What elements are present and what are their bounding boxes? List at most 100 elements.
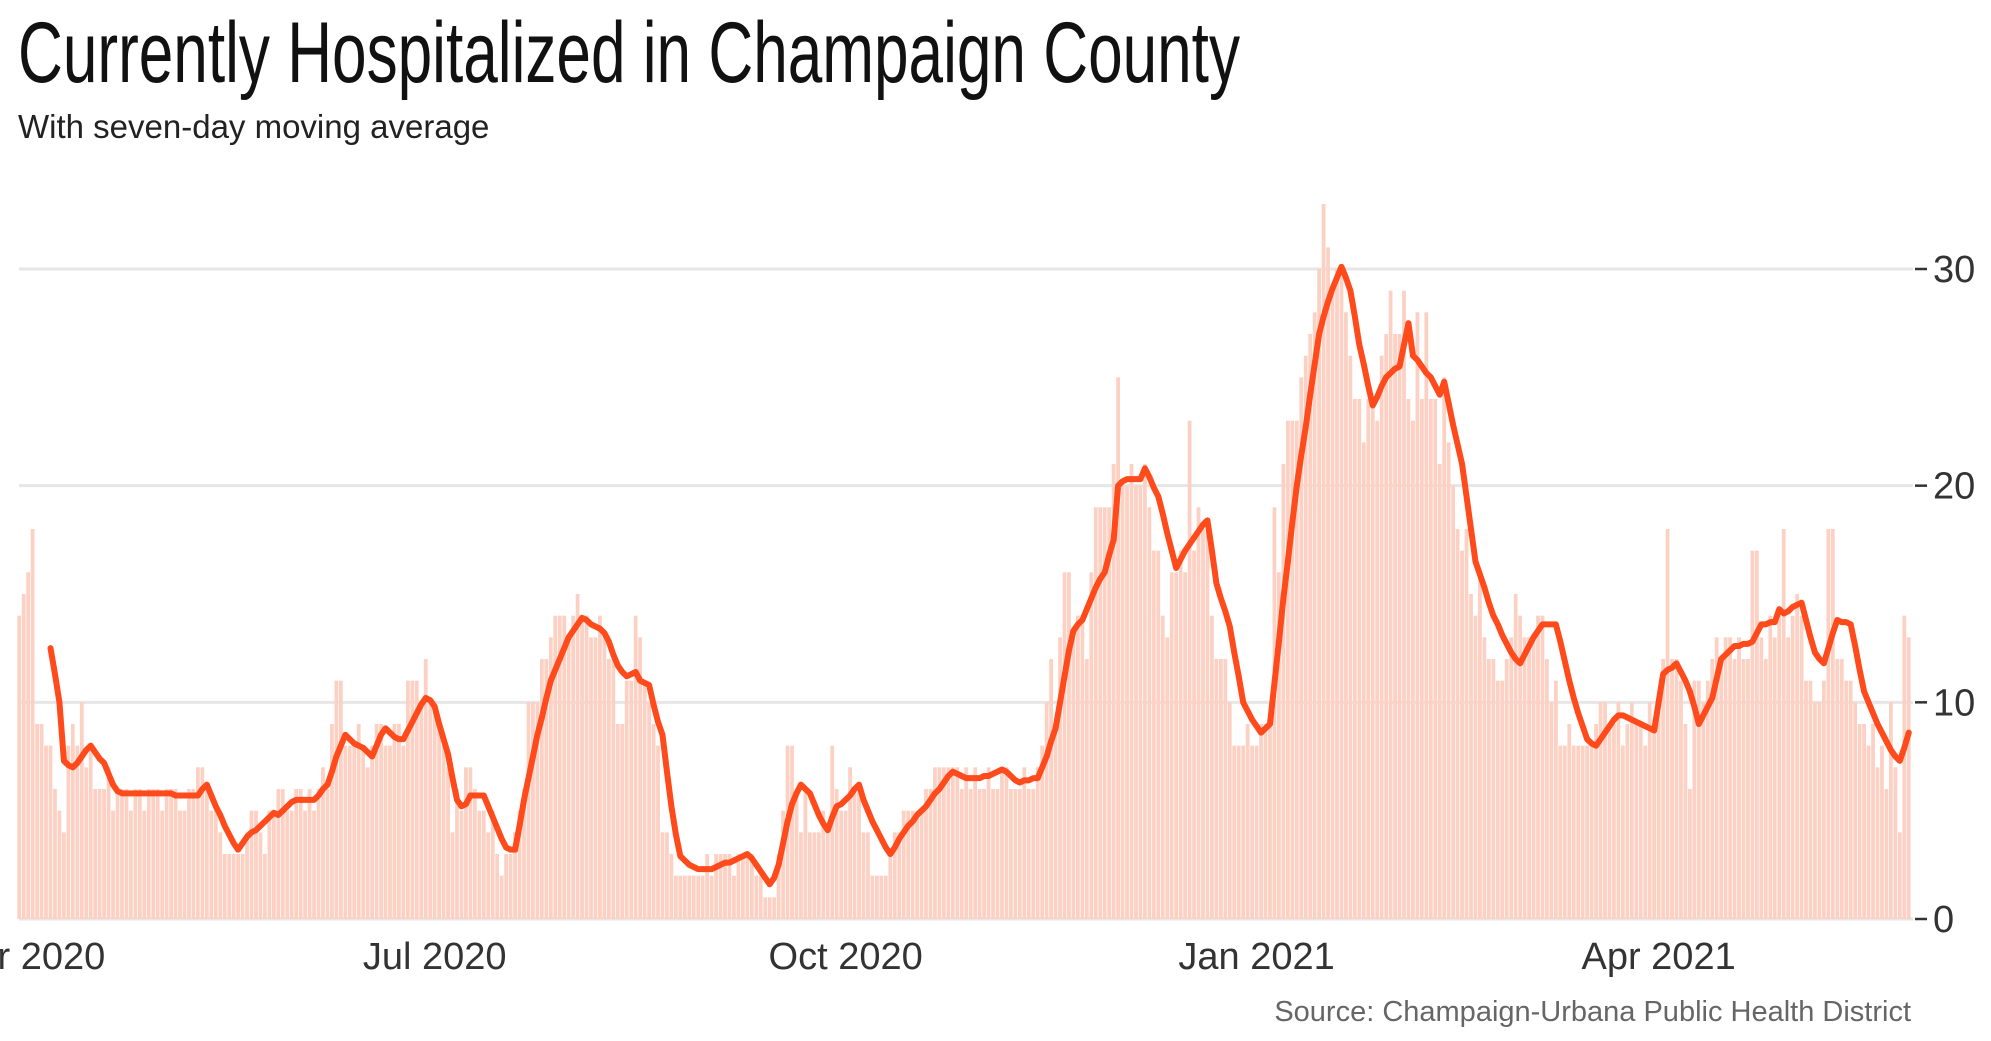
bar [825, 832, 830, 919]
bar [1844, 680, 1849, 919]
bar [1120, 485, 1125, 919]
bar [477, 810, 482, 919]
bar [803, 789, 808, 919]
bar [910, 810, 915, 919]
x-tick-label: Apr 2020 [0, 936, 105, 978]
bar [843, 810, 848, 919]
bar [1880, 745, 1884, 919]
bar [1196, 507, 1201, 919]
bar [1384, 334, 1389, 919]
bar [589, 637, 593, 919]
bar [1026, 789, 1031, 919]
bar [790, 745, 794, 919]
bar [1080, 615, 1085, 919]
bar [1138, 485, 1143, 919]
bar [1790, 615, 1795, 919]
chart-subtitle: With seven-day moving average [18, 108, 489, 145]
bar [504, 854, 509, 919]
bar [1545, 659, 1549, 919]
bar [1799, 615, 1804, 919]
bar [1652, 724, 1657, 919]
bar [674, 875, 678, 919]
bar [1151, 550, 1156, 919]
bar [338, 680, 343, 919]
bar [1375, 420, 1380, 919]
bar [1053, 724, 1058, 919]
bar [1473, 615, 1478, 919]
bar [1330, 290, 1335, 920]
bar [1670, 659, 1674, 919]
bar [1616, 702, 1621, 919]
bar [321, 767, 325, 919]
bar [254, 810, 258, 919]
bar [160, 810, 165, 919]
bar [298, 789, 303, 919]
bar [227, 854, 232, 919]
bar [1763, 659, 1768, 919]
bar [1536, 615, 1540, 919]
bar [1478, 572, 1482, 919]
bar [155, 789, 160, 919]
bar [598, 615, 602, 919]
bar [1245, 724, 1250, 919]
bar [1674, 659, 1679, 919]
bar [325, 789, 330, 919]
bar [1035, 767, 1040, 919]
bar [977, 789, 982, 919]
bar [1643, 745, 1648, 919]
bar [1460, 550, 1464, 919]
bar [647, 702, 651, 919]
bar [343, 745, 348, 919]
bar [1732, 659, 1737, 919]
bar [1192, 550, 1196, 919]
bar [1339, 269, 1344, 919]
bar [1419, 399, 1424, 919]
bar [1285, 420, 1290, 919]
bar [1102, 507, 1107, 919]
bar [526, 702, 531, 919]
axes: 0 10 20 30 Apr 2020 Jul 2020 Oct 2020 Jan 2021 A… [0, 249, 1975, 978]
bar [1111, 464, 1116, 919]
bar [705, 854, 710, 919]
bar [1719, 659, 1724, 919]
bar [187, 789, 191, 919]
bar [26, 572, 31, 919]
bar [17, 615, 22, 919]
bar [624, 680, 629, 919]
source-note: Source: Champaign-Urbana Public Health D… [1274, 996, 1911, 1028]
bar [1424, 312, 1429, 919]
bar [1540, 615, 1545, 919]
bar [513, 832, 517, 919]
bar [111, 810, 115, 919]
bar [1746, 659, 1750, 919]
bar [263, 854, 267, 919]
bar [1058, 637, 1062, 919]
bar [53, 789, 57, 919]
bar [924, 789, 928, 919]
bar [1781, 529, 1786, 919]
bar [1272, 507, 1277, 919]
bar [1558, 745, 1563, 919]
bar [1804, 680, 1808, 919]
bar [1160, 615, 1165, 919]
bar [468, 767, 473, 919]
bar [249, 810, 254, 919]
bar [307, 789, 312, 919]
bar [1571, 745, 1576, 919]
bar [1107, 507, 1112, 919]
bar [1379, 355, 1384, 920]
bar [1227, 702, 1232, 919]
bar [446, 767, 450, 919]
bar [1531, 637, 1536, 919]
bar [522, 789, 526, 919]
bar [1598, 702, 1603, 919]
bar [1223, 659, 1228, 919]
bar [897, 832, 902, 919]
bar [1344, 312, 1348, 919]
bar [1303, 355, 1308, 920]
bar [1603, 702, 1607, 919]
bar [383, 745, 388, 919]
bar [709, 875, 714, 919]
bar [455, 789, 459, 919]
bar [1067, 572, 1071, 919]
